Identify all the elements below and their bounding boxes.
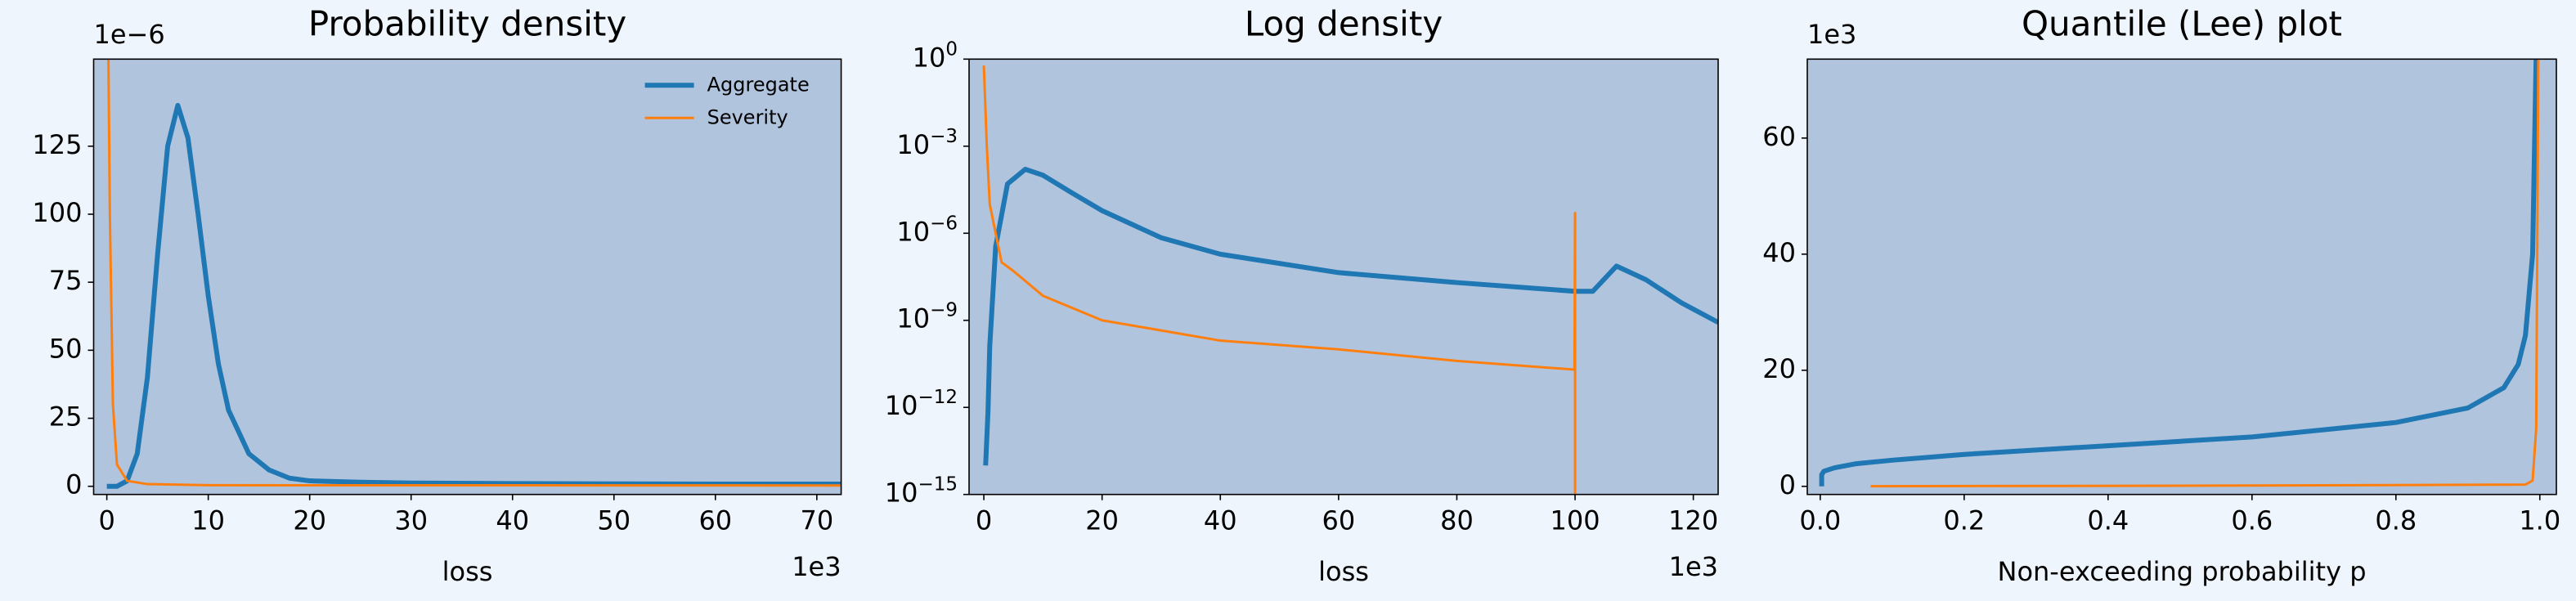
x-tick-label: 0.4: [2087, 505, 2129, 536]
plot-area: [969, 59, 1718, 495]
y-tick-label: 25: [49, 401, 83, 433]
x-tick-label: 60: [1322, 505, 1355, 536]
x-tick-label: 20: [1085, 505, 1119, 536]
x-tick-label: 0.6: [2231, 505, 2273, 536]
x-offset-label: 1e3: [792, 551, 841, 582]
x-tick-label: 0: [98, 505, 114, 536]
y-offset-label: 1e3: [1807, 19, 1856, 50]
x-tick-label: 1.0: [2519, 505, 2560, 536]
x-tick-label: 30: [394, 505, 428, 536]
x-tick-label: 20: [293, 505, 326, 536]
x-axis-label: loss: [1318, 556, 1369, 587]
series-line: [1819, 59, 2539, 487]
plot-area: [1807, 59, 2556, 495]
y-tick-label: 100: [32, 197, 82, 228]
y-tick-label: 0: [65, 469, 82, 500]
y-tick-label: 10−9: [896, 299, 958, 334]
x-tick-label: 0: [976, 505, 992, 536]
x-tick-label: 120: [1668, 505, 1718, 536]
series-line: [983, 167, 1718, 466]
y-tick-label: 10−15: [885, 473, 958, 509]
x-tick-label: 40: [1204, 505, 1237, 536]
x-tick-label: 50: [597, 505, 631, 536]
y-offset-label: 1e−6: [94, 19, 165, 50]
x-tick-label: 0.0: [1799, 505, 1841, 536]
x-tick-label: 70: [800, 505, 833, 536]
series-line: [106, 102, 841, 489]
plot-area: [93, 59, 841, 495]
y-tick-label: 0: [1779, 469, 1796, 500]
chart-title: Probability density: [308, 4, 626, 44]
y-tick-label: 60: [1762, 121, 1796, 152]
y-tick-label: 40: [1762, 237, 1796, 268]
x-tick-label: 100: [1551, 505, 1600, 536]
x-tick-label: 60: [698, 505, 732, 536]
chart-title: Quantile (Lee) plot: [2022, 4, 2342, 44]
x-tick-label: 40: [496, 505, 529, 536]
y-tick-label: 75: [49, 265, 83, 296]
y-tick-label: 20: [1762, 353, 1796, 384]
y-tick-label: 10−3: [896, 125, 958, 160]
y-tick-label: 10−12: [885, 387, 958, 421]
y-tick-label: 125: [32, 129, 82, 160]
x-tick-label: 10: [191, 505, 225, 536]
chart-title: Log density: [1245, 4, 1443, 44]
axes-frame: [92, 58, 842, 496]
x-offset-label: 1e3: [1669, 551, 1718, 582]
y-tick-label: 100: [913, 38, 958, 74]
legend-label: Severity: [707, 105, 788, 128]
y-tick-label: 10−6: [896, 213, 958, 248]
axes-frame: [1806, 58, 2557, 496]
series-line: [107, 59, 841, 487]
x-axis-label: loss: [442, 556, 493, 587]
x-tick-label: 80: [1440, 505, 1474, 536]
x-tick-label: 0.8: [2375, 505, 2417, 536]
x-axis-label: Non-exceeding probability p: [1998, 556, 2367, 587]
series-line: [982, 65, 1577, 495]
legend-label: Aggregate: [707, 73, 810, 96]
series-line: [1870, 59, 2540, 488]
axes-frame: [968, 58, 1719, 496]
y-tick-label: 50: [49, 333, 83, 364]
x-tick-label: 0.2: [1943, 505, 1985, 536]
